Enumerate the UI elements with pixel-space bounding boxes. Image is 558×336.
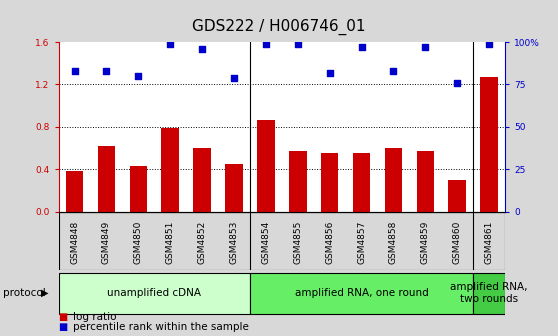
Bar: [257, 121, 275, 212]
Point: [484, 41, 493, 46]
Point: [421, 44, 430, 50]
Text: unamplified cDNA: unamplified cDNA: [107, 288, 201, 298]
Text: GSM4859: GSM4859: [421, 220, 430, 264]
Point: [102, 68, 111, 74]
Point: [294, 41, 302, 46]
Text: GSM4860: GSM4860: [453, 220, 461, 264]
Text: ▶: ▶: [41, 288, 48, 298]
Bar: [193, 148, 211, 212]
Text: GSM4851: GSM4851: [166, 220, 175, 264]
Text: GSM4858: GSM4858: [389, 220, 398, 264]
Point: [229, 75, 238, 80]
Text: ■: ■: [59, 322, 68, 332]
Point: [70, 68, 79, 74]
Bar: [250, 273, 473, 313]
Bar: [449, 180, 466, 212]
Bar: [129, 166, 147, 212]
Text: ■: ■: [59, 312, 68, 322]
Point: [325, 70, 334, 75]
Bar: [289, 151, 306, 212]
Point: [453, 80, 461, 85]
Text: GSM4856: GSM4856: [325, 220, 334, 264]
Text: GSM4850: GSM4850: [134, 220, 143, 264]
Bar: [321, 153, 338, 212]
Text: GSM4852: GSM4852: [198, 220, 206, 264]
Text: GSM4861: GSM4861: [484, 220, 493, 264]
Bar: [473, 273, 505, 313]
Text: GSM4848: GSM4848: [70, 220, 79, 264]
Text: log ratio: log ratio: [73, 312, 116, 322]
Bar: [98, 146, 115, 212]
Bar: [416, 151, 434, 212]
Bar: [66, 171, 83, 212]
Point: [389, 68, 398, 74]
Point: [261, 41, 270, 46]
Text: GSM4855: GSM4855: [294, 220, 302, 264]
Text: protocol: protocol: [3, 288, 46, 298]
Text: GSM4857: GSM4857: [357, 220, 366, 264]
Text: GSM4849: GSM4849: [102, 220, 111, 264]
Bar: [353, 153, 371, 212]
Point: [166, 41, 175, 46]
Point: [134, 73, 143, 79]
Text: amplified RNA,
two rounds: amplified RNA, two rounds: [450, 282, 528, 304]
Text: percentile rank within the sample: percentile rank within the sample: [73, 322, 248, 332]
Point: [357, 44, 366, 50]
Text: GSM4853: GSM4853: [229, 220, 238, 264]
Text: GSM4854: GSM4854: [261, 220, 270, 264]
Text: amplified RNA, one round: amplified RNA, one round: [295, 288, 429, 298]
Bar: [225, 164, 243, 212]
Point: [198, 46, 206, 51]
Bar: [480, 77, 498, 212]
Bar: [161, 128, 179, 212]
Bar: [59, 273, 250, 313]
Bar: [384, 148, 402, 212]
Text: GDS222 / H006746_01: GDS222 / H006746_01: [193, 18, 365, 35]
